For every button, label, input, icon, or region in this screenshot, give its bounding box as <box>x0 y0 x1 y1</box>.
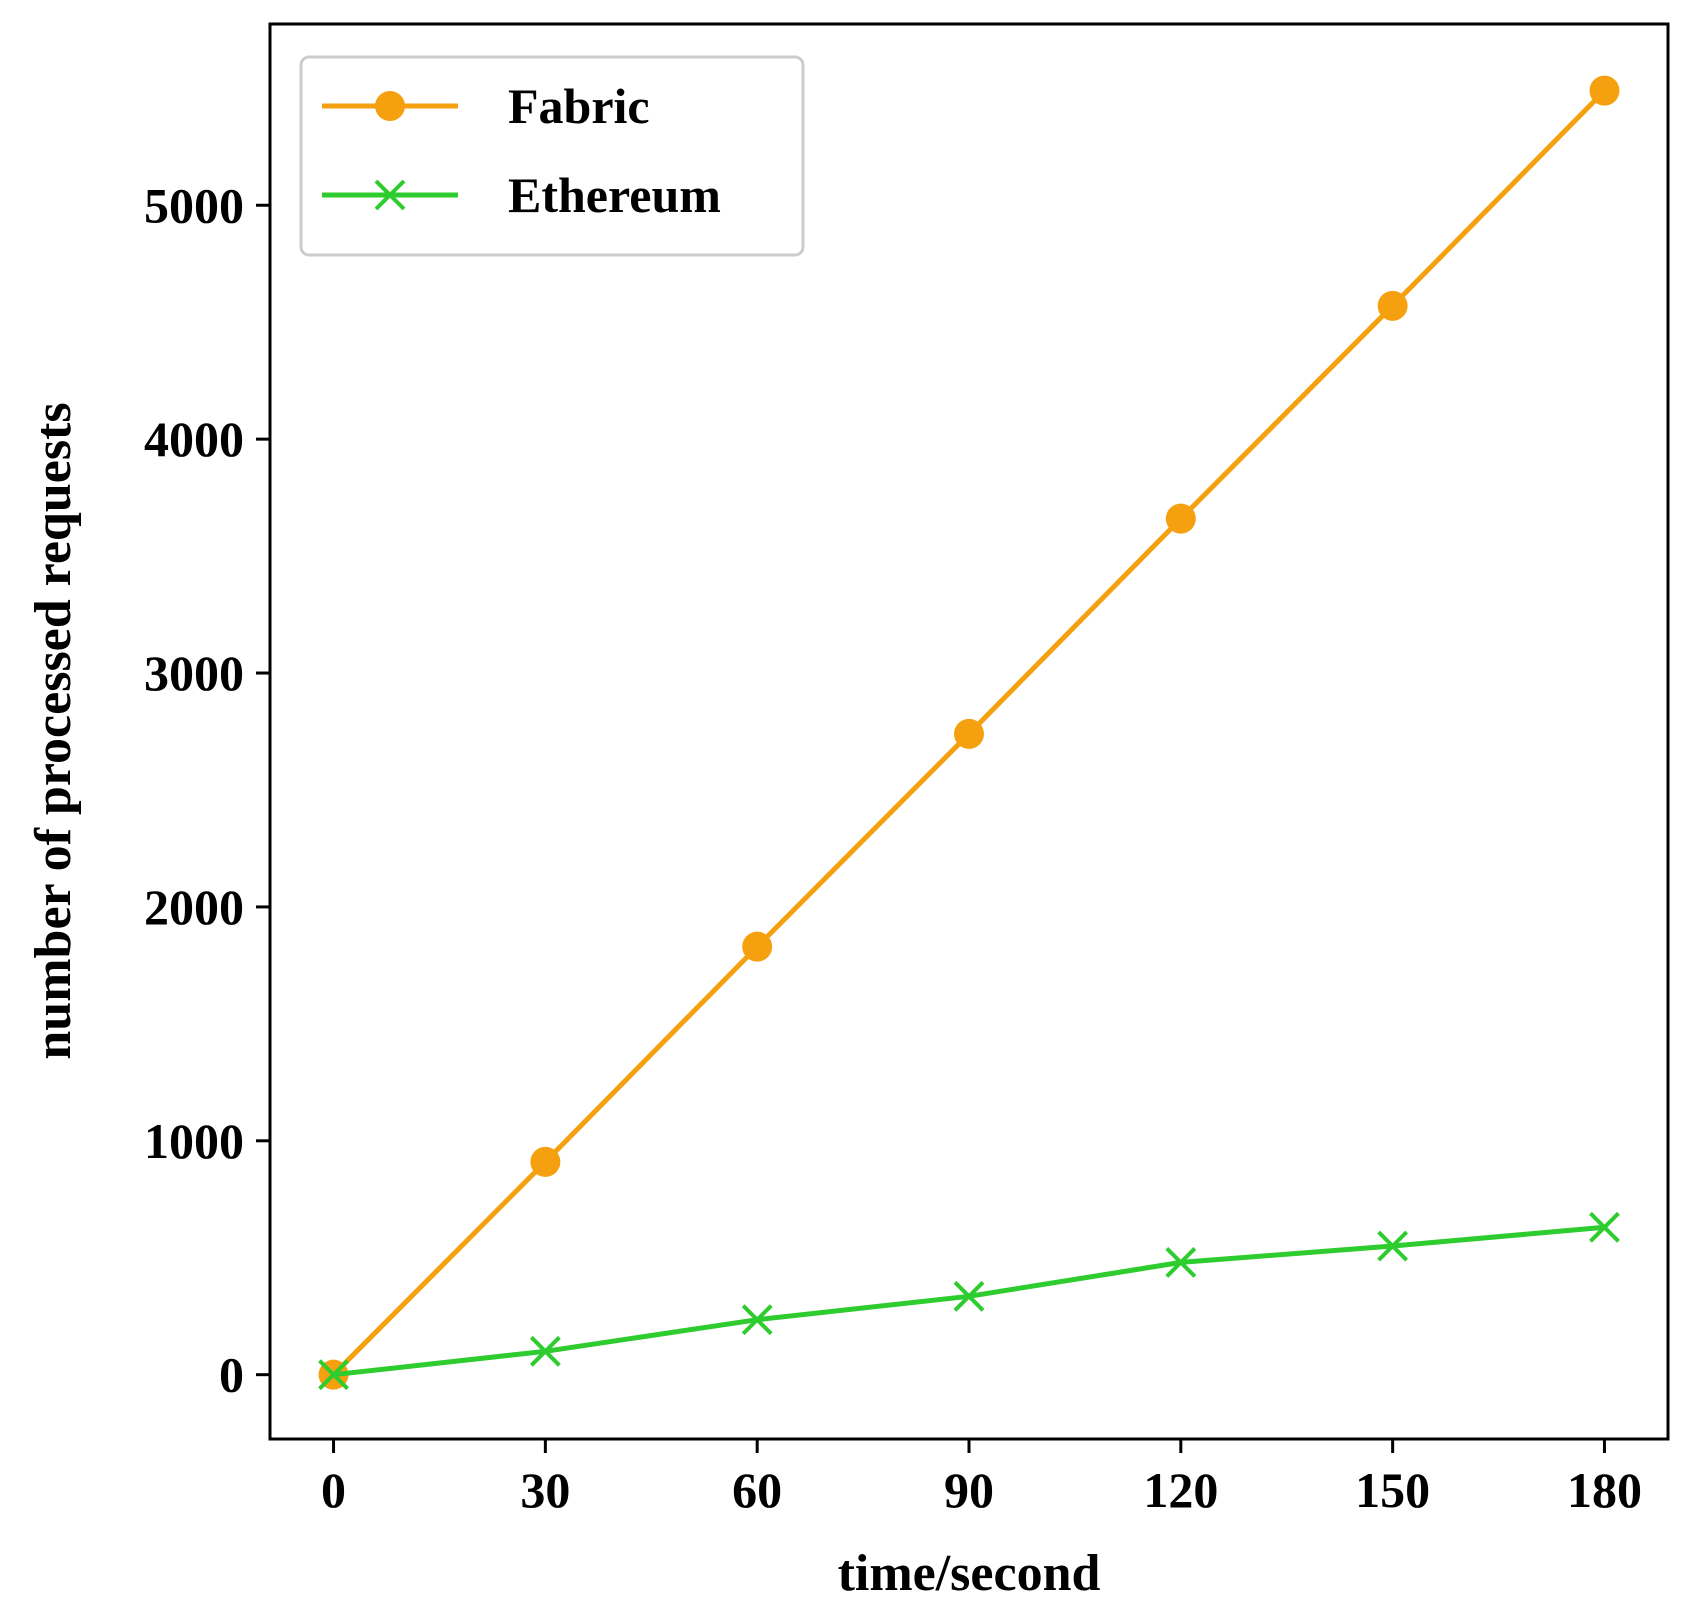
y-tick-label: 4000 <box>144 411 244 467</box>
ethereum-point <box>318 1359 349 1391</box>
legend-fabric-label: Fabric <box>508 78 650 134</box>
fabric-point <box>1589 75 1620 106</box>
fabric-point <box>1377 290 1408 321</box>
x-axis-label: time/second <box>838 1545 1101 1602</box>
ethereum-point <box>741 1304 773 1336</box>
x-tick-label: 150 <box>1355 1462 1430 1518</box>
y-tick-label: 1000 <box>144 1113 244 1169</box>
y-tick-label: 2000 <box>144 879 244 935</box>
x-tick-label: 90 <box>944 1462 994 1518</box>
x-tick-label: 180 <box>1567 1462 1642 1518</box>
fabric-point <box>954 718 984 749</box>
legend-fabric-marker <box>375 91 405 121</box>
y-tick-label: 5000 <box>144 177 244 233</box>
ethereum-point <box>953 1280 985 1312</box>
y-tick-label: 0 <box>219 1347 244 1403</box>
y-axis-label: number of processed requests <box>25 402 82 1059</box>
fabric-point <box>530 1146 561 1177</box>
x-tick-label: 120 <box>1143 1462 1218 1518</box>
ethereum-point <box>1165 1247 1197 1278</box>
y-tick-label: 3000 <box>144 645 244 701</box>
ethereum-point <box>1377 1230 1409 1262</box>
legend: Fabric Ethereum <box>299 55 805 257</box>
x-tick-label: 60 <box>732 1462 782 1518</box>
ethereum-point <box>529 1335 561 1367</box>
ethereum-point <box>1589 1211 1620 1243</box>
y-axis-ticks: 0 1000 2000 3000 4000 5000 <box>144 177 270 1403</box>
legend-ethereum-label: Ethereum <box>508 167 721 223</box>
fabric-point <box>1165 503 1196 534</box>
x-tick-label: 0 <box>321 1462 346 1518</box>
x-tick-label: 30 <box>520 1462 570 1518</box>
x-axis-ticks: 0 30 60 90 120 150 180 <box>321 1439 1642 1518</box>
fabric-point <box>742 931 773 962</box>
series-layer <box>318 75 1620 1391</box>
legend-ethereum-marker <box>374 179 406 211</box>
ethereum-line <box>333 1224 1605 1378</box>
